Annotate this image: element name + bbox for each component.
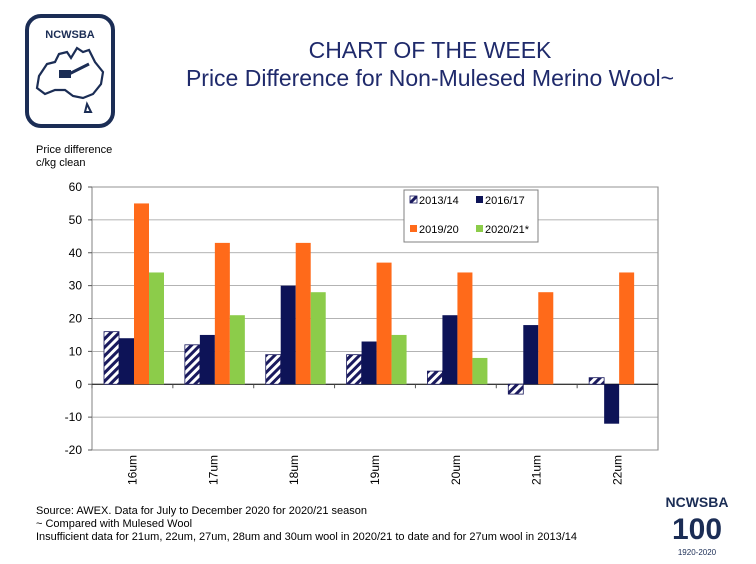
legend-label: 2013/14 — [419, 195, 459, 207]
legend-label: 2020/21* — [485, 224, 530, 236]
bar-201314-18um — [265, 354, 282, 385]
y-tick-label: 20 — [69, 312, 83, 326]
legend-label: 2019/20 — [419, 224, 459, 236]
y-axis-label-line2: c/kg clean — [36, 157, 86, 169]
source-note: Source: AWEX. Data for July to December … — [36, 505, 367, 517]
chart-subtitle: Price Difference for Non-Mulesed Merino … — [185, 65, 675, 91]
bar-202021-19um — [391, 334, 407, 385]
centenary-badge: NCWSBA 100 1920-2020 — [652, 493, 742, 559]
badge-years: 1920-2020 — [678, 548, 717, 557]
x-tick-label: 17um — [206, 455, 220, 485]
bar-201314-16um — [103, 331, 120, 385]
y-tick-label: 30 — [69, 279, 83, 293]
legend — [403, 189, 539, 243]
bar-201920-18um — [295, 242, 311, 385]
bar-201314-22um — [588, 377, 605, 385]
bar-201617-16um — [119, 338, 134, 385]
footnotes: Source: AWEX. Data for July to December … — [36, 505, 577, 544]
bar-201920-20um — [457, 272, 473, 385]
x-tick-label: 16um — [125, 455, 139, 485]
legend-swatch — [476, 225, 483, 232]
y-axis-label: Price difference c/kg clean — [36, 144, 112, 170]
bar-201314-17um — [184, 344, 201, 385]
bar-201617-21um — [523, 325, 539, 385]
bar-202021-20um — [472, 357, 488, 385]
bar-202021-16um — [149, 272, 164, 385]
y-tick-label: 10 — [69, 344, 83, 358]
bar-201920-16um — [134, 203, 149, 385]
y-tick-label: -10 — [65, 410, 83, 424]
logo-text: NCWSBA — [45, 29, 95, 41]
badge-number: 100 — [672, 513, 722, 546]
comparison-note: ~ Compared with Mulesed Wool — [36, 518, 193, 530]
legend-label: 2016/17 — [485, 195, 525, 207]
y-tick-label: 50 — [69, 213, 83, 227]
bar-201314-20um — [427, 370, 443, 385]
insufficient-data-note: Insufficient data for 21um, 22um, 27um, … — [36, 531, 577, 543]
bar-201920-22um — [619, 272, 635, 385]
ncwsba-logo: NCWSBA — [25, 14, 115, 128]
bar-201920-17um — [214, 242, 230, 385]
bar-201617-20um — [442, 315, 458, 385]
y-axis-label-line1: Price difference — [36, 144, 113, 156]
y-tick-label: 40 — [69, 246, 83, 260]
bar-201920-21um — [538, 292, 554, 385]
x-tick-label: 20um — [449, 455, 463, 485]
y-tick-label: -20 — [65, 443, 83, 457]
bar-201617-17um — [199, 334, 215, 385]
legend-swatch — [410, 225, 417, 232]
x-tick-label: 22um — [611, 455, 625, 485]
legend-swatch — [476, 196, 483, 203]
bar-201617-22um — [604, 384, 620, 424]
y-tick-label: 60 — [69, 180, 83, 194]
bar-201314-21um — [507, 383, 524, 395]
chart-title: CHART OF THE WEEK — [308, 37, 552, 63]
x-tick-label: 19um — [368, 455, 382, 485]
legend-swatch — [409, 195, 418, 204]
bar-201314-19um — [346, 354, 362, 385]
x-tick-label: 18um — [287, 455, 301, 485]
bar-201617-19um — [361, 341, 377, 385]
bar-202021-18um — [310, 292, 326, 385]
x-tick-label: 21um — [530, 455, 544, 485]
badge-text: NCWSBA — [666, 494, 729, 510]
bar-201920-19um — [376, 262, 392, 385]
bar-202021-17um — [229, 315, 245, 385]
bar-201617-18um — [280, 285, 296, 385]
y-tick-label: 0 — [75, 377, 82, 391]
